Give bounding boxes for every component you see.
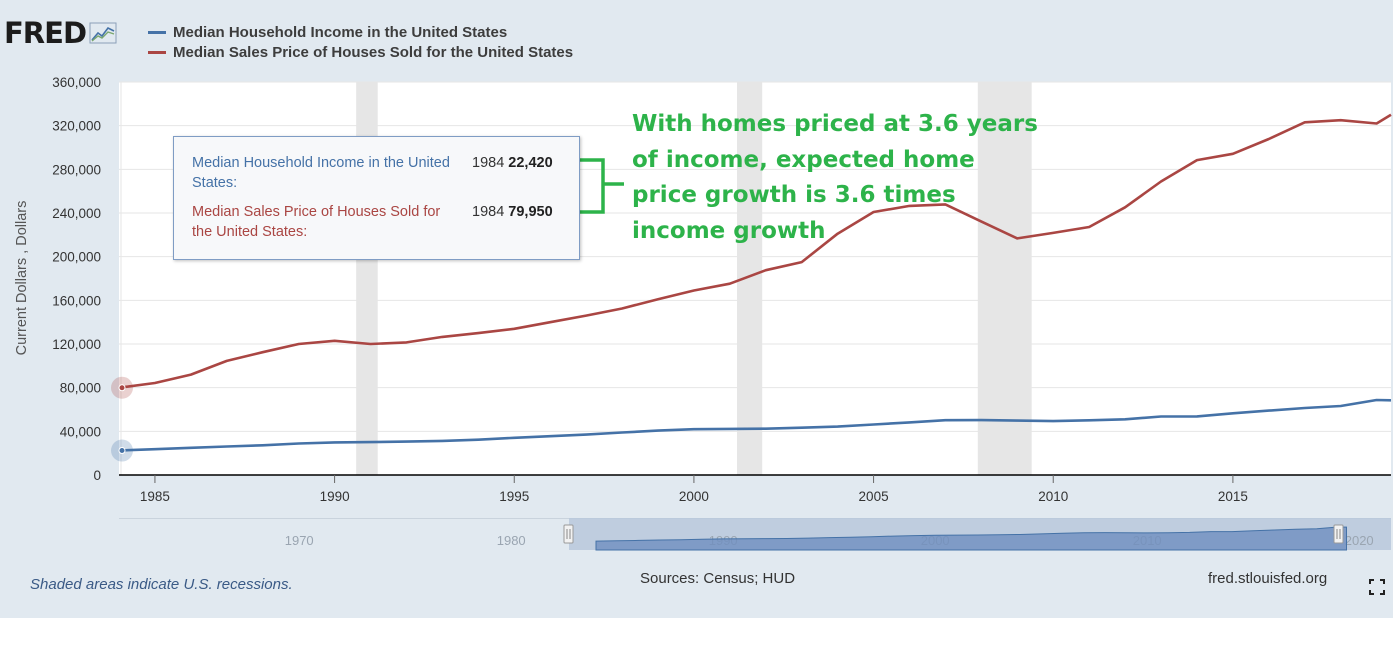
x-tick-label: 2010 [1038,489,1068,504]
y-tick-label: 160,000 [52,293,101,308]
series-lines [118,113,1392,452]
legend-item-income[interactable]: Median Household Income in the United St… [148,22,573,42]
recession-note: Shaded areas indicate U.S. recessions. [30,576,293,593]
range-handle-right[interactable] [1333,524,1344,544]
sources-text: Sources: Census; HUD [640,570,796,587]
fred-logo[interactable]: FRED [4,16,117,50]
tooltip-number: 22,420 [508,155,553,171]
annotation-line: of income, expected home [632,146,975,173]
range-navigator[interactable]: 197019801990200020102020 [119,518,1391,551]
recession-bar [977,82,1032,475]
y-tick-label: 80,000 [60,381,101,396]
legend-swatch [148,50,166,54]
x-tick-label: 2005 [859,489,889,504]
navigator-label: 2020 [1345,533,1374,548]
range-handle-left[interactable] [563,524,574,544]
chart-plot: 0 40,000 80,000 120,000 160,000 200,000 240,00… [14,75,1392,551]
y-tick-label: 320,000 [52,119,101,134]
fullscreen-icon[interactable] [1369,579,1385,595]
annotation-line: price growth is 3.6 times [632,182,956,208]
hover-markers [111,376,133,462]
y-tick-label: 240,000 [52,206,101,221]
annotation-line: income growth [632,217,826,244]
series-line-income [118,398,1392,452]
navigator-label: 1980 [497,533,526,548]
legend-label: Median Sales Price of Houses Sold for th… [173,43,574,61]
tooltip-date: 1984 [472,204,505,220]
tooltip-value: 1984 22,420 [472,153,553,173]
y-tick-label: 120,000 [52,337,101,352]
x-tick-label: 1985 [140,489,170,504]
legend-label: Median Household Income in the United St… [173,23,508,41]
y-tick-label: 280,000 [52,162,101,177]
y-tick-label: 0 [93,468,101,483]
annotation-bracket [568,158,624,214]
tooltip-date: 1984 [472,155,505,171]
x-tick-label: 1995 [499,489,529,504]
tooltip-label: Median Sales Price of Houses Sold for th… [192,204,441,240]
tooltip-value: 1984 79,950 [472,202,553,222]
chart-trend-icon [89,22,117,44]
navigator-label: 1970 [285,533,314,548]
x-tick-label: 1990 [320,489,350,504]
x-tick-label: 2015 [1218,489,1248,504]
logo-text: FRED [4,16,87,50]
x-axis-ticks: 1985 1990 1995 2000 2005 2010 2015 [140,475,1248,504]
y-axis-ticks: 0 40,000 80,000 120,000 160,000 200,000 240,00… [52,75,101,483]
site-link[interactable]: fred.stlouisfed.org [1208,570,1328,587]
y-tick-label: 40,000 [60,424,101,439]
tooltip-label: Median Household Income in the United St… [192,155,450,191]
y-axis-label: Current Dollars , Dollars [14,201,30,356]
chart-container: FRED Median Household Income in the Unit… [0,0,1393,618]
y-tick-label: 360,000 [52,75,101,90]
hover-point [118,447,126,455]
legend-item-house-price[interactable]: Median Sales Price of Houses Sold for th… [148,42,573,62]
hover-point [118,384,126,392]
annotation-line: With homes priced at 3.6 years [632,111,1038,137]
annotation-text: With homes priced at 3.6 years of income… [632,107,1052,249]
x-tick-label: 2000 [679,489,709,504]
navigator-series [595,526,1347,551]
data-tooltip: Median Household Income in the United St… [173,136,580,260]
legend-swatch [148,30,166,34]
tooltip-number: 79,950 [508,204,553,220]
series-line-house-price [118,113,1392,389]
y-tick-label: 200,000 [52,250,101,265]
chart-legend: Median Household Income in the United St… [148,22,573,62]
